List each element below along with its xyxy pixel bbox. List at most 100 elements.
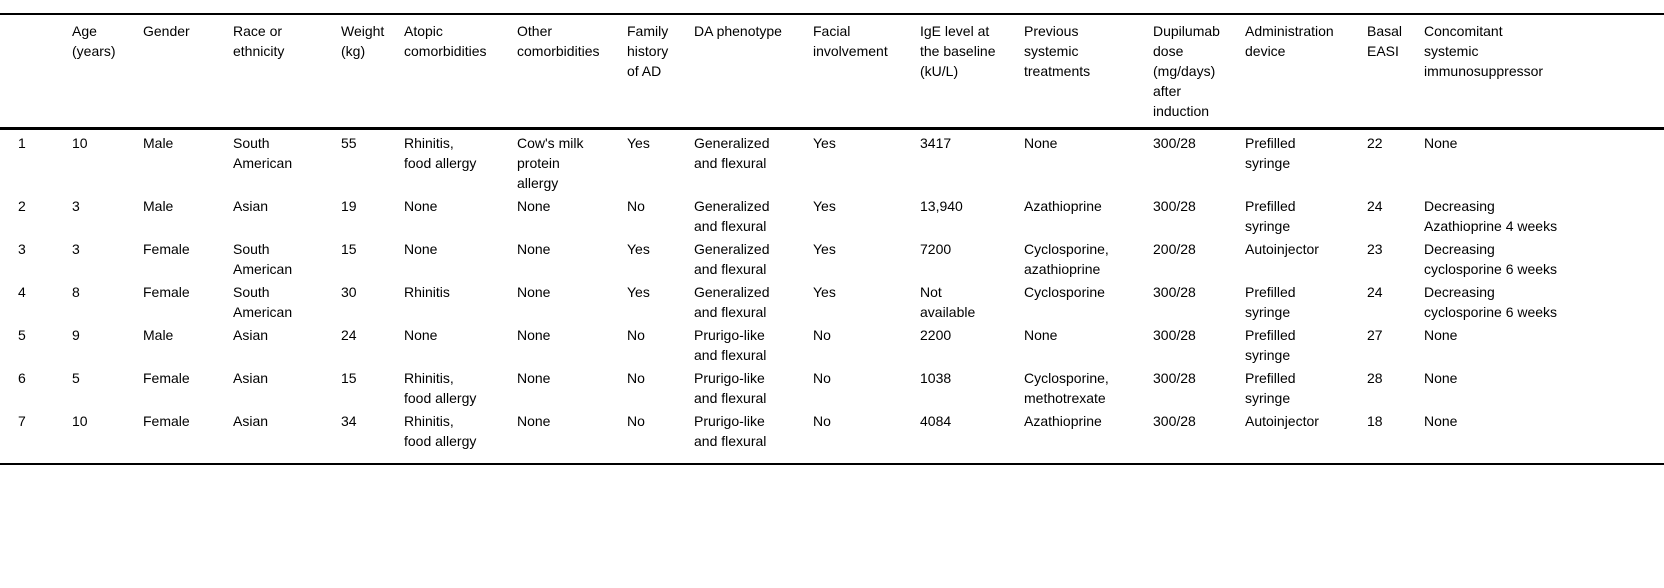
column-header-1: Age (years): [72, 14, 143, 130]
table-cell: Prurigo-like and flexural: [694, 370, 767, 406]
table-cell: Rhinitis, food allergy: [404, 413, 477, 449]
table-cell: 28: [1367, 370, 1383, 386]
table-cell: Cyclosporine: [1024, 284, 1105, 300]
table-cell: Yes: [627, 135, 650, 151]
column-header-2: Gender: [143, 14, 233, 130]
table-cell: No: [627, 413, 645, 429]
column-header-6: Other comorbidities: [517, 14, 627, 130]
table-cell: 5: [72, 370, 80, 386]
table-cell: Male: [143, 327, 174, 343]
table-cell: None: [1024, 135, 1058, 151]
table-cell: Yes: [813, 241, 836, 257]
table-row-5: 5 9 Male Asian 24 None None No Prurigo-like and …: [0, 322, 1664, 365]
table-cell: Female: [143, 370, 190, 386]
patient-characteristics-table: Age (years) Gender Race or ethnicity Weight…: [0, 13, 1664, 465]
table-cell: 5: [18, 327, 26, 343]
table-cell: South American: [233, 284, 293, 320]
table-cell: Prefilled syringe: [1245, 135, 1296, 171]
table-cell: Prefilled syringe: [1245, 198, 1296, 234]
table-cell: No: [813, 370, 831, 386]
table-cell: 2: [18, 198, 26, 214]
table-cell: Yes: [627, 284, 650, 300]
table-cell: 300/28: [1153, 370, 1196, 386]
table-cell: 8: [72, 284, 80, 300]
table-cell: Female: [143, 284, 190, 300]
table-cell: None: [404, 241, 438, 257]
table-cell: Azathioprine: [1024, 413, 1102, 429]
table-cell: None: [517, 198, 551, 214]
table-cell: 200/28: [1153, 241, 1196, 257]
table-cell: 15: [341, 370, 357, 386]
table-cell: Prefilled syringe: [1245, 370, 1296, 406]
table-cell: Yes: [627, 241, 650, 257]
table-cell: 3: [72, 198, 80, 214]
table-cell: 300/28: [1153, 327, 1196, 343]
table-cell: Male: [143, 198, 174, 214]
table-cell: No: [813, 413, 831, 429]
table-row-1: 1 10 Male South American 55 Rhinitis, food al…: [0, 129, 1664, 194]
table-cell: 34: [341, 413, 357, 429]
table-cell: 18: [1367, 413, 1383, 429]
column-header-8: DA phenotype: [694, 14, 813, 130]
table-cell: None: [1424, 370, 1458, 386]
table-cell: None: [1424, 135, 1458, 151]
table-cell: 1: [18, 135, 26, 151]
table-cell: South American: [233, 241, 293, 277]
table-cell: 3: [18, 241, 26, 257]
table-cell: Prurigo-like and flexural: [694, 413, 767, 449]
table-cell: 6: [18, 370, 26, 386]
table-cell: None: [1424, 413, 1458, 429]
column-header-10: IgE level at the baseline (kU/L): [920, 14, 1024, 130]
table-cell: None: [404, 198, 438, 214]
table-cell: No: [627, 198, 645, 214]
table-cell: Generalized and flexural: [694, 284, 770, 320]
table-cell: None: [1424, 327, 1458, 343]
table-cell: 30: [341, 284, 357, 300]
table-cell: 7200: [920, 241, 952, 257]
table-cell: 22: [1367, 135, 1383, 151]
table-cell: 24: [341, 327, 357, 343]
table-cell: 55: [341, 135, 357, 151]
column-header-15: Concomitant systemic immunosuppressor: [1424, 14, 1664, 130]
table-cell: Yes: [813, 198, 836, 214]
table-cell: Female: [143, 413, 190, 429]
column-header-11: Previous systemic treatments: [1024, 14, 1153, 130]
table-cell: 24: [1367, 198, 1383, 214]
table-cell: None: [517, 327, 551, 343]
table-cell: Prefilled syringe: [1245, 284, 1296, 320]
table-cell: No: [813, 327, 831, 343]
column-header-5: Atopic comorbidities: [404, 14, 517, 130]
table-cell: Generalized and flexural: [694, 198, 770, 234]
table-cell: 3417: [920, 135, 952, 151]
table-cell: 23: [1367, 241, 1383, 257]
table-cell: Decreasing cyclosporine 6 weeks: [1424, 284, 1558, 320]
table-cell: 10: [72, 135, 88, 151]
table-cell: Asian: [233, 198, 269, 214]
table-cell: Decreasing cyclosporine 6 weeks: [1424, 241, 1558, 277]
table-cell: None: [517, 370, 551, 386]
column-header-13: Administration device: [1245, 14, 1367, 130]
table-cell: Female: [143, 241, 190, 257]
table-cell: 9: [72, 327, 80, 343]
table-row-3: 3 3 Female South American 15 None None Yes Gener…: [0, 236, 1664, 279]
table-cell: 4084: [920, 413, 952, 429]
table-cell: Rhinitis, food allergy: [404, 135, 477, 171]
table-cell: Asian: [233, 370, 269, 386]
table-row-2: 2 3 Male Asian 19 None None No Generalized and f…: [0, 193, 1664, 236]
table-cell: 19: [341, 198, 357, 214]
table-cell: Cyclosporine, azathioprine: [1024, 241, 1109, 277]
table-body: 1 10 Male South American 55 Rhinitis, food al…: [0, 129, 1664, 465]
column-header-3: Race or ethnicity: [233, 14, 341, 130]
table-row-6: 6 5 Female Asian 15 Rhinitis, food allergy Non…: [0, 365, 1664, 408]
table-cell: Not available: [920, 284, 976, 320]
table-cell: None: [404, 327, 438, 343]
header-row: Age (years) Gender Race or ethnicity Weight…: [0, 14, 1664, 130]
table-cell: Cyclosporine, methotrexate: [1024, 370, 1109, 406]
table-cell: Decreasing Azathioprine 4 weeks: [1424, 198, 1558, 234]
table-cell: 13,940: [920, 198, 963, 214]
table-row-7: 7 10 Female Asian 34 Rhinitis, food allergy No…: [0, 408, 1664, 464]
table-cell: 3: [72, 241, 80, 257]
table-cell: 7: [18, 413, 26, 429]
table-cell: None: [517, 413, 551, 429]
